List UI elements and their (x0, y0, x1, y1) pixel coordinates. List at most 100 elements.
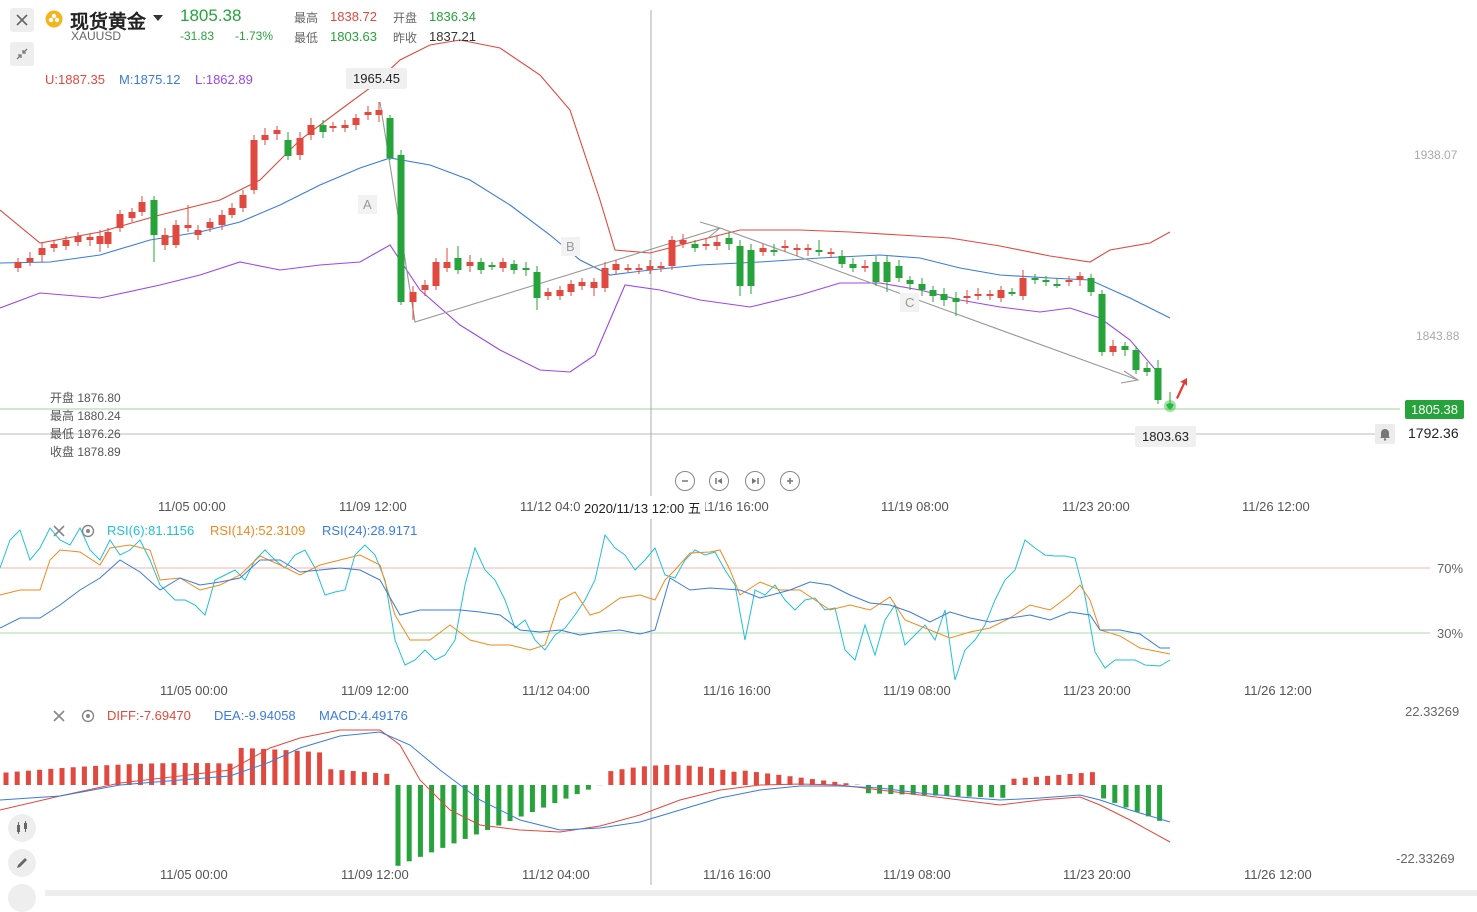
macd-histogram-bar (104, 765, 109, 785)
candle-body (75, 236, 82, 242)
macd-histogram-bar (575, 785, 580, 794)
collapse-button[interactable] (10, 42, 34, 66)
macd-histogram-bar (698, 767, 703, 785)
candle-body (1043, 280, 1050, 282)
candle-body (602, 268, 609, 288)
candle-body (63, 240, 70, 246)
candle-body (703, 244, 710, 246)
candle-body (805, 248, 812, 250)
macd-histogram-bar (978, 785, 983, 797)
more-tools-button[interactable] (8, 884, 36, 912)
candle-body (692, 244, 699, 248)
price-change-pct: -1.73% (235, 29, 273, 43)
close-chart-button[interactable] (10, 8, 34, 32)
macd-histogram-bar (306, 752, 311, 785)
candle-body (896, 266, 903, 278)
macd-axis-top: 22.33269 (1405, 704, 1459, 719)
macd-histogram-bar (687, 766, 692, 785)
macd-histogram-bar (944, 785, 949, 796)
macd-histogram-bar (1023, 778, 1028, 785)
ohlc-close: 收盘 1878.89 (50, 443, 121, 461)
step-forward-button[interactable] (745, 471, 765, 491)
macd-histogram-bar (485, 785, 490, 830)
candle-body (1122, 346, 1129, 350)
macd-histogram-bar (967, 785, 972, 797)
candle-body (794, 248, 801, 250)
candle-body (117, 214, 124, 228)
step-back-button[interactable] (709, 471, 729, 491)
rsi24-legend: RSI(24):28.9171 (322, 523, 417, 538)
candle-body (162, 235, 169, 245)
candle-body (669, 240, 676, 266)
current-price-dot (1167, 403, 1173, 409)
candle-body (297, 138, 304, 155)
draw-pen-icon (14, 855, 30, 871)
candle-body (862, 266, 869, 268)
macd-histogram-bar (407, 785, 412, 861)
zoom-in-icon (785, 476, 795, 486)
time-axis-label: 11/23 20:00 (1062, 499, 1130, 514)
macd-histogram-bar (1157, 785, 1162, 821)
macd-histogram-bar (48, 769, 53, 785)
step-forward-icon (750, 476, 760, 486)
candle-body (1155, 368, 1162, 400)
settings-icon[interactable] (81, 524, 95, 538)
candle-body (422, 285, 429, 290)
last-price: 1805.38 (180, 6, 241, 26)
candle-body (387, 118, 394, 158)
candle-body (27, 258, 34, 262)
time-axis-label: 11/05 00:00 (160, 683, 228, 698)
macd-histogram-bar (1135, 785, 1140, 812)
macd-histogram-bar (608, 771, 613, 785)
candle-body (251, 140, 258, 190)
macd-histogram-bar (228, 764, 233, 785)
zoom-out-button[interactable] (675, 471, 695, 491)
macd-histogram-bar (317, 752, 322, 785)
candle-body (557, 290, 564, 296)
close-rsi-icon[interactable] (52, 524, 66, 538)
settings-icon[interactable] (81, 709, 95, 723)
close-macd-icon[interactable] (52, 709, 66, 723)
macd-histogram-bar (664, 765, 669, 785)
macd-histogram-bar (396, 785, 401, 866)
candle-body (647, 266, 654, 270)
candle-body (467, 262, 474, 266)
macd-histogram-bar (4, 773, 9, 785)
open-value: 1836.34 (429, 9, 476, 24)
macd-histogram-bar (631, 768, 636, 785)
candle-body (930, 290, 937, 296)
draw-tool-button[interactable] (8, 849, 36, 877)
candle-body (105, 232, 112, 244)
macd-histogram-bar (384, 774, 389, 785)
candle-body (353, 118, 360, 125)
candle-body (365, 112, 372, 115)
low-price-tag: 1803.63 (1135, 426, 1196, 447)
horizontal-scrollbar[interactable] (45, 890, 1477, 896)
price-alert-button[interactable] (1375, 424, 1395, 444)
macd-histogram-bar (60, 768, 65, 785)
candle-body (1110, 346, 1117, 352)
rsi-level-70: 70% (1437, 561, 1463, 576)
dropdown-icon[interactable] (153, 14, 163, 22)
candle-body (185, 225, 192, 228)
rsi6-line (0, 528, 1170, 680)
candle-body (1009, 292, 1016, 294)
zoom-in-button[interactable] (780, 471, 800, 491)
candle-style-icon (14, 820, 30, 836)
macd-histogram-bar (373, 773, 378, 785)
candle-style-button[interactable] (8, 814, 36, 842)
macd-histogram-bar (418, 785, 423, 857)
macd-histogram-bar (328, 769, 333, 785)
close-icon (15, 13, 29, 27)
macd-histogram-bar (743, 771, 748, 785)
macd-histogram-bar (183, 763, 188, 785)
macd-histogram-bar (440, 785, 445, 848)
macd-histogram-bar (474, 785, 479, 834)
time-axis-label: 11/09 12:00 (339, 499, 407, 514)
macd-histogram-bar (709, 768, 714, 785)
macd-histogram-bar (1034, 777, 1039, 785)
time-axis-label: 11/23 20:00 (1063, 867, 1131, 882)
macd-histogram-bar (620, 769, 625, 785)
candle-body (1077, 276, 1084, 280)
